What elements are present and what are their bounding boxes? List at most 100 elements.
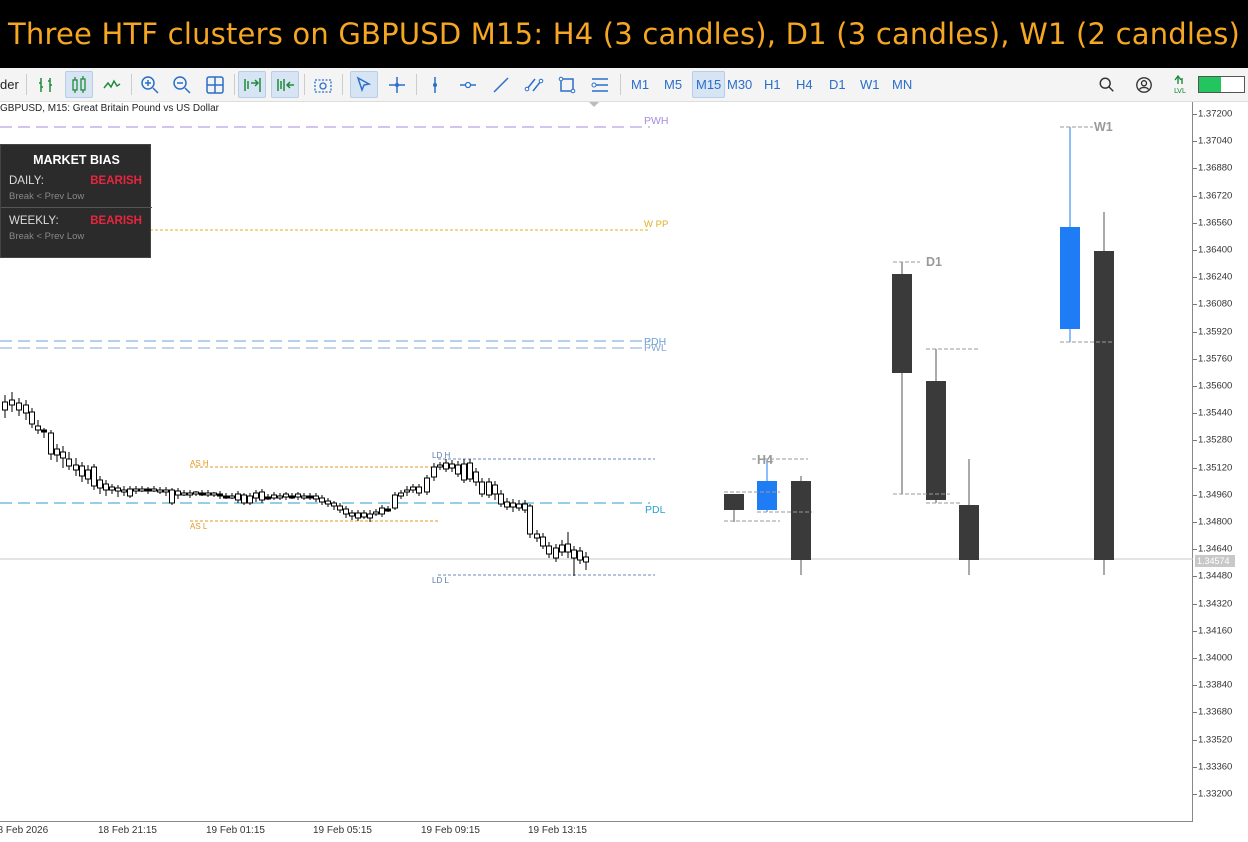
cursor-icon[interactable] [350, 71, 378, 98]
m15-candle-body [9, 399, 15, 406]
channel-icon[interactable] [520, 71, 548, 98]
m15-candle-body [265, 496, 271, 500]
m15-candle-body [115, 487, 121, 492]
m15-candle-body [163, 489, 169, 493]
y-tick-mark [1193, 440, 1197, 442]
y-tick-label: 1.36400 [1198, 244, 1233, 256]
y-tick-mark [1193, 222, 1197, 224]
market-bias-title: MARKET BIAS [33, 153, 120, 167]
d1-candle-body [959, 505, 979, 560]
line-chart-icon[interactable] [98, 71, 126, 98]
y-tick-mark [1193, 603, 1197, 605]
weekly-note: Break < Prev Low [9, 231, 85, 242]
m15-candle-body [85, 469, 91, 480]
vertical-line-icon[interactable] [421, 71, 449, 98]
timeframe-h1-button[interactable]: H1 [764, 77, 781, 92]
account-icon[interactable] [1130, 71, 1158, 98]
y-tick-label: 1.34160 [1198, 625, 1233, 637]
w1-candle-body [1060, 227, 1080, 329]
m15-candle-body [133, 488, 139, 492]
ld-low-label: LD L [432, 576, 449, 585]
chart-shift-icon[interactable] [271, 71, 299, 98]
m15-candle-body [527, 505, 533, 535]
x-tick-label: 19 Feb 09:15 [421, 825, 480, 836]
m15-candle-body [385, 508, 391, 512]
m15-candle-body [498, 493, 504, 505]
auto-scroll-icon[interactable] [238, 71, 266, 98]
pwh-label: PWH [644, 115, 669, 127]
m15-candle-body [16, 402, 22, 411]
y-tick-label: 1.35120 [1198, 462, 1233, 474]
y-tick-mark [1193, 358, 1197, 360]
m15-candle-body [546, 545, 552, 555]
m15-candle-body [121, 489, 127, 493]
horizontal-line-icon[interactable] [454, 71, 482, 98]
m15-candle-body [398, 492, 404, 497]
m15-candle-body [565, 543, 571, 553]
trendline-icon[interactable] [487, 71, 515, 98]
zoom-out-icon[interactable] [168, 71, 196, 98]
h4-candle-body [724, 494, 744, 510]
m15-candle-body [175, 490, 181, 496]
m15-candle-body [424, 477, 430, 493]
m15-candle-body [522, 503, 528, 511]
m15-candle-body [2, 401, 8, 411]
bar-chart-icon[interactable] [32, 71, 60, 98]
x-tick-label: 18 Feb 2026 [0, 825, 49, 836]
chart-area[interactable] [0, 102, 1193, 822]
m15-candle-body [271, 494, 277, 499]
ld-high-label: LD H [432, 451, 451, 460]
y-tick-mark [1193, 685, 1197, 687]
m15-candle-body [241, 494, 247, 504]
rectangle-icon[interactable] [553, 71, 581, 98]
timeframe-m15-button[interactable]: M15 [692, 71, 726, 98]
y-tick-label: 1.37200 [1198, 108, 1233, 120]
timeframe-m30-button[interactable]: M30 [727, 77, 753, 92]
x-tick-label: 19 Feb 01:15 [206, 825, 265, 836]
w1-cluster-label: W1 [1094, 120, 1113, 134]
timeframe-d1-button[interactable]: D1 [829, 77, 846, 92]
m15-candle-body [534, 533, 540, 539]
m15-candle-body [169, 489, 175, 504]
y-tick-mark [1193, 739, 1197, 741]
candlestick-icon[interactable] [65, 71, 93, 98]
tile-windows-icon[interactable] [201, 71, 229, 98]
m15-candle-body [199, 492, 205, 496]
zoom-in-icon[interactable] [136, 71, 164, 98]
m15-candle-body [247, 495, 253, 504]
m15-candle-body [325, 500, 331, 505]
y-tick-label: 1.34640 [1198, 543, 1233, 555]
toolbar-left-text: der [0, 77, 19, 92]
daily-label: DAILY: [9, 175, 44, 187]
timeframe-w1-button[interactable]: W1 [860, 77, 880, 92]
search-icon[interactable] [1093, 71, 1121, 98]
m15-candle-body [229, 495, 235, 499]
timeframe-mn-button[interactable]: MN [892, 77, 913, 92]
m15-candle-body [516, 503, 522, 509]
m15-candle-body [577, 550, 583, 561]
fibonacci-icon[interactable] [586, 71, 614, 98]
time-axis[interactable] [0, 822, 1193, 842]
y-tick-mark [1193, 712, 1197, 714]
m15-candle-body [410, 486, 416, 491]
y-tick-label: 1.33680 [1198, 706, 1233, 718]
m15-candle-body [60, 451, 66, 459]
h4-cluster-label: H4 [757, 453, 773, 467]
screenshot-icon[interactable] [309, 71, 337, 98]
signal-level-icon: LVL [1168, 71, 1196, 98]
timeframe-h4-button[interactable]: H4 [796, 77, 813, 92]
timeframe-m1-button[interactable]: M1 [631, 77, 650, 92]
m15-candle-body [571, 549, 577, 559]
m15-candle-body [145, 488, 151, 492]
y-tick-mark [1193, 386, 1197, 387]
m15-candle-body [301, 495, 307, 499]
y-tick-label: 1.34480 [1198, 570, 1233, 582]
timeframe-m5-button[interactable]: M5 [664, 77, 683, 92]
y-tick-label: 1.37040 [1198, 135, 1233, 147]
y-tick-mark [1193, 576, 1197, 578]
crosshair-icon[interactable] [383, 71, 411, 98]
m15-candle-body [479, 481, 485, 495]
price-axis[interactable] [1193, 102, 1248, 822]
m15-candle-body [379, 507, 385, 515]
m15-candle-body [54, 448, 60, 456]
